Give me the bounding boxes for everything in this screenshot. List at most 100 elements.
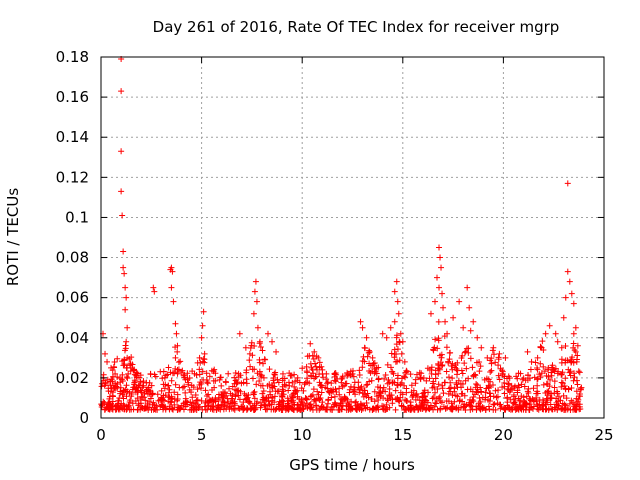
data-point <box>505 373 512 380</box>
data-point <box>357 318 364 325</box>
data-point <box>128 390 135 397</box>
data-point <box>285 403 292 410</box>
data-point <box>443 368 450 375</box>
data-point <box>125 370 132 377</box>
data-point <box>540 381 547 388</box>
data-point <box>345 403 352 410</box>
data-point <box>427 310 434 317</box>
data-point <box>403 389 410 396</box>
data-point <box>313 402 320 409</box>
data-point <box>559 400 566 407</box>
data-point <box>259 396 266 403</box>
data-point <box>562 294 569 301</box>
data-point <box>490 344 497 351</box>
data-point <box>139 394 146 401</box>
data-point <box>564 180 571 187</box>
data-point <box>231 374 238 381</box>
data-point <box>250 391 257 398</box>
y-tick-label: 0.12 <box>56 168 89 186</box>
data-point <box>253 298 260 305</box>
y-tick-label: 0.16 <box>56 88 89 106</box>
data-point <box>124 354 131 361</box>
data-point <box>558 370 565 377</box>
data-point <box>394 346 401 353</box>
data-point <box>226 404 233 411</box>
data-point <box>332 370 339 377</box>
data-point <box>537 360 544 367</box>
data-point <box>366 348 373 355</box>
data-point <box>118 88 125 95</box>
data-point <box>534 382 541 389</box>
data-point <box>548 406 555 413</box>
data-point <box>430 394 437 401</box>
data-point <box>566 400 573 407</box>
data-point <box>122 284 129 291</box>
data-point <box>528 404 535 411</box>
data-point <box>567 372 574 379</box>
data-point <box>160 403 167 410</box>
data-point <box>399 375 406 382</box>
data-point <box>479 405 486 412</box>
data-point <box>452 392 459 399</box>
data-point <box>191 399 198 406</box>
data-point <box>134 406 141 413</box>
data-point <box>383 401 390 408</box>
data-point <box>194 386 201 393</box>
data-point <box>560 314 567 321</box>
x-tick-labels: 0 5 10 15 20 25 <box>96 426 613 444</box>
data-point <box>464 284 471 291</box>
data-point <box>361 344 368 351</box>
data-point <box>209 387 216 394</box>
data-point <box>433 400 440 407</box>
data-point <box>352 399 359 406</box>
data-point <box>384 380 391 387</box>
data-point <box>528 358 535 365</box>
data-point <box>547 401 554 408</box>
y-tick-label: 0.04 <box>56 329 89 347</box>
data-point <box>435 365 442 372</box>
data-point <box>393 334 400 341</box>
data-point <box>254 398 261 405</box>
data-point <box>244 394 251 401</box>
data-point <box>358 401 365 408</box>
data-point <box>246 398 253 405</box>
data-point <box>534 364 541 371</box>
data-point <box>218 382 225 389</box>
data-point <box>346 389 353 396</box>
data-point <box>571 370 578 377</box>
data-point <box>496 350 503 357</box>
data-point <box>313 363 320 370</box>
data-point <box>397 394 404 401</box>
data-point <box>483 375 490 382</box>
data-point <box>249 352 256 359</box>
data-point <box>264 330 271 337</box>
data-point <box>122 306 129 313</box>
data-point <box>320 404 327 411</box>
data-point <box>336 385 343 392</box>
data-point <box>452 361 459 368</box>
data-point <box>396 357 403 364</box>
data-point <box>294 374 301 381</box>
data-point <box>527 366 534 373</box>
data-point <box>299 399 306 406</box>
data-point <box>495 356 502 363</box>
data-point <box>445 390 452 397</box>
data-point <box>407 371 414 378</box>
data-point <box>530 385 537 392</box>
data-point <box>402 374 409 381</box>
data-point <box>113 402 120 409</box>
data-point <box>449 366 456 373</box>
data-point <box>124 324 131 331</box>
data-point <box>106 401 113 408</box>
data-point <box>196 403 203 410</box>
data-point <box>440 390 447 397</box>
data-point <box>574 352 581 359</box>
data-point <box>143 379 150 386</box>
data-point <box>543 406 550 413</box>
data-point <box>124 375 131 382</box>
data-point <box>125 402 132 409</box>
data-point <box>490 401 497 408</box>
data-point <box>511 399 518 406</box>
data-point <box>104 358 111 365</box>
data-point <box>350 373 357 380</box>
